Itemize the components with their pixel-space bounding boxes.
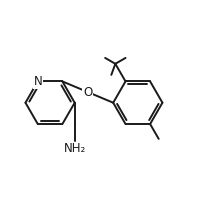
Text: NH₂: NH₂ <box>64 142 86 155</box>
Text: N: N <box>33 75 42 88</box>
Text: O: O <box>83 86 92 99</box>
